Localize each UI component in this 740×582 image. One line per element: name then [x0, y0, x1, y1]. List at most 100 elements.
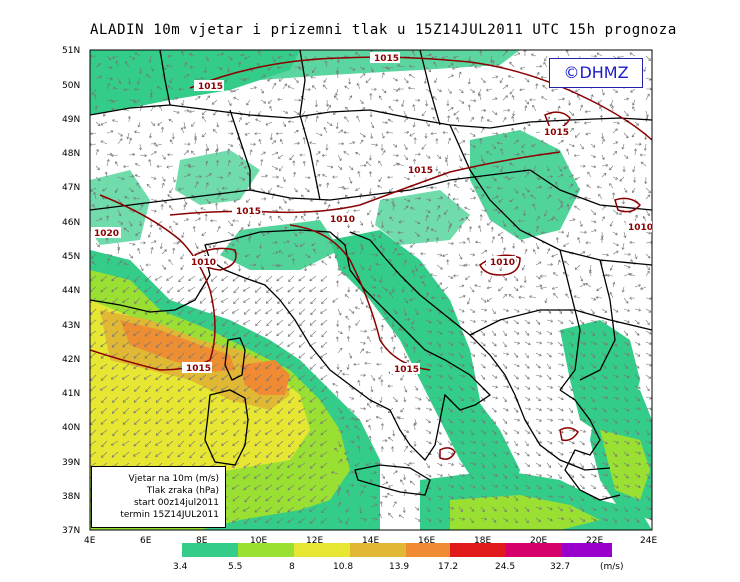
wind-arrow — [458, 418, 464, 424]
wind-arrow — [112, 86, 119, 90]
wind-arrow — [303, 209, 307, 217]
wind-arrow — [634, 308, 642, 312]
wind-arrow — [265, 297, 273, 304]
wind-arrow — [491, 208, 498, 212]
wind-arrow — [535, 330, 542, 335]
wind-arrow — [287, 484, 295, 491]
wind-arrow — [480, 330, 486, 336]
wind-arrow — [590, 418, 596, 424]
wind-arrow — [609, 264, 614, 271]
wind-arrow — [436, 517, 442, 523]
wind-arrow — [132, 451, 141, 457]
wind-arrow — [326, 165, 334, 169]
wind-arrow — [588, 270, 592, 277]
wind-arrow — [377, 295, 383, 299]
wind-arrow — [403, 308, 407, 316]
wind-arrow — [172, 220, 179, 225]
wind-arrow — [238, 61, 242, 68]
wind-arrow — [412, 121, 416, 128]
wind-arrow — [249, 86, 257, 90]
wind-arrow — [122, 440, 130, 446]
wind-arrow — [337, 407, 343, 414]
wind-arrow — [568, 143, 575, 147]
wind-arrow — [379, 275, 383, 283]
wind-arrow — [178, 440, 185, 447]
wind-arrow — [128, 153, 136, 157]
wind-arrow — [310, 495, 317, 503]
wind-arrow — [634, 142, 642, 146]
wind-arrow — [436, 330, 443, 335]
wind-arrow — [149, 220, 153, 228]
wind-arrow — [430, 132, 438, 136]
wind-arrow — [557, 97, 565, 101]
wind-arrow — [342, 273, 350, 277]
wind-arrow — [106, 77, 113, 81]
wind-arrow — [443, 209, 449, 215]
wind-arrow — [205, 182, 209, 189]
wind-arrow — [269, 132, 273, 141]
wind-arrow — [232, 275, 240, 282]
wind-arrow — [634, 506, 641, 511]
wind-arrow — [456, 116, 460, 123]
wind-arrow — [134, 52, 141, 57]
wind-arrow — [458, 99, 465, 104]
wind-arrow — [621, 242, 625, 250]
wind-arrow — [546, 186, 553, 190]
wind-arrow — [370, 196, 376, 200]
wind-arrow — [276, 330, 284, 337]
wind-arrow — [469, 132, 476, 137]
wind-arrow — [612, 121, 620, 125]
wind-arrow — [376, 404, 383, 409]
wind-arrow — [447, 418, 453, 424]
wind-arrow — [238, 162, 244, 167]
wind-arrow — [298, 341, 306, 348]
wind-arrow — [310, 484, 317, 491]
wind-arrow — [596, 185, 603, 189]
wind-arrow — [645, 77, 652, 81]
wind-arrow — [122, 330, 130, 337]
wind-arrow — [612, 141, 619, 145]
wind-arrow — [453, 184, 460, 189]
wind-arrow — [458, 451, 466, 455]
wind-arrow — [623, 264, 631, 269]
wind-arrow — [645, 296, 652, 300]
wind-arrow — [282, 83, 288, 90]
wind-arrow — [479, 138, 483, 145]
wind-arrow — [469, 506, 475, 512]
wind-arrow — [645, 484, 652, 488]
wind-arrow — [409, 450, 416, 454]
wind-arrow — [286, 473, 295, 479]
wind-arrow — [201, 132, 207, 138]
wind-arrow — [265, 517, 273, 524]
wind-arrow — [144, 352, 152, 359]
wind-arrow — [233, 297, 240, 304]
wind-arrow — [546, 385, 553, 389]
wind-arrow — [260, 151, 266, 156]
wind-arrow — [277, 506, 284, 514]
wind-arrow — [167, 194, 174, 200]
wind-arrow — [117, 260, 123, 266]
wind-arrow — [117, 176, 125, 181]
wind-arrow — [612, 484, 619, 489]
wind-arrow — [309, 263, 317, 267]
wind-arrow — [579, 385, 586, 390]
wind-arrow — [458, 294, 466, 299]
wind-arrow — [632, 106, 636, 112]
wind-arrow — [612, 363, 617, 370]
wind-arrow — [232, 473, 240, 480]
wind-arrow — [502, 341, 507, 348]
wind-arrow — [156, 164, 163, 168]
wind-arrow — [513, 418, 521, 422]
wind-arrow — [359, 517, 367, 521]
wind-arrow — [458, 440, 465, 445]
wind-arrow — [381, 247, 385, 255]
wind-arrow — [436, 506, 443, 511]
wind-arrow — [436, 319, 442, 325]
wind-arrow — [511, 115, 515, 123]
wind-arrow — [390, 336, 394, 343]
wind-arrow — [645, 110, 649, 118]
map-frame — [89, 49, 653, 531]
wind-arrow — [205, 173, 212, 178]
wind-arrow — [568, 440, 575, 445]
wind-arrow — [403, 352, 407, 359]
